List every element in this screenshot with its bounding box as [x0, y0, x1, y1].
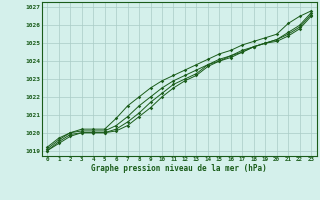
- X-axis label: Graphe pression niveau de la mer (hPa): Graphe pression niveau de la mer (hPa): [91, 164, 267, 173]
